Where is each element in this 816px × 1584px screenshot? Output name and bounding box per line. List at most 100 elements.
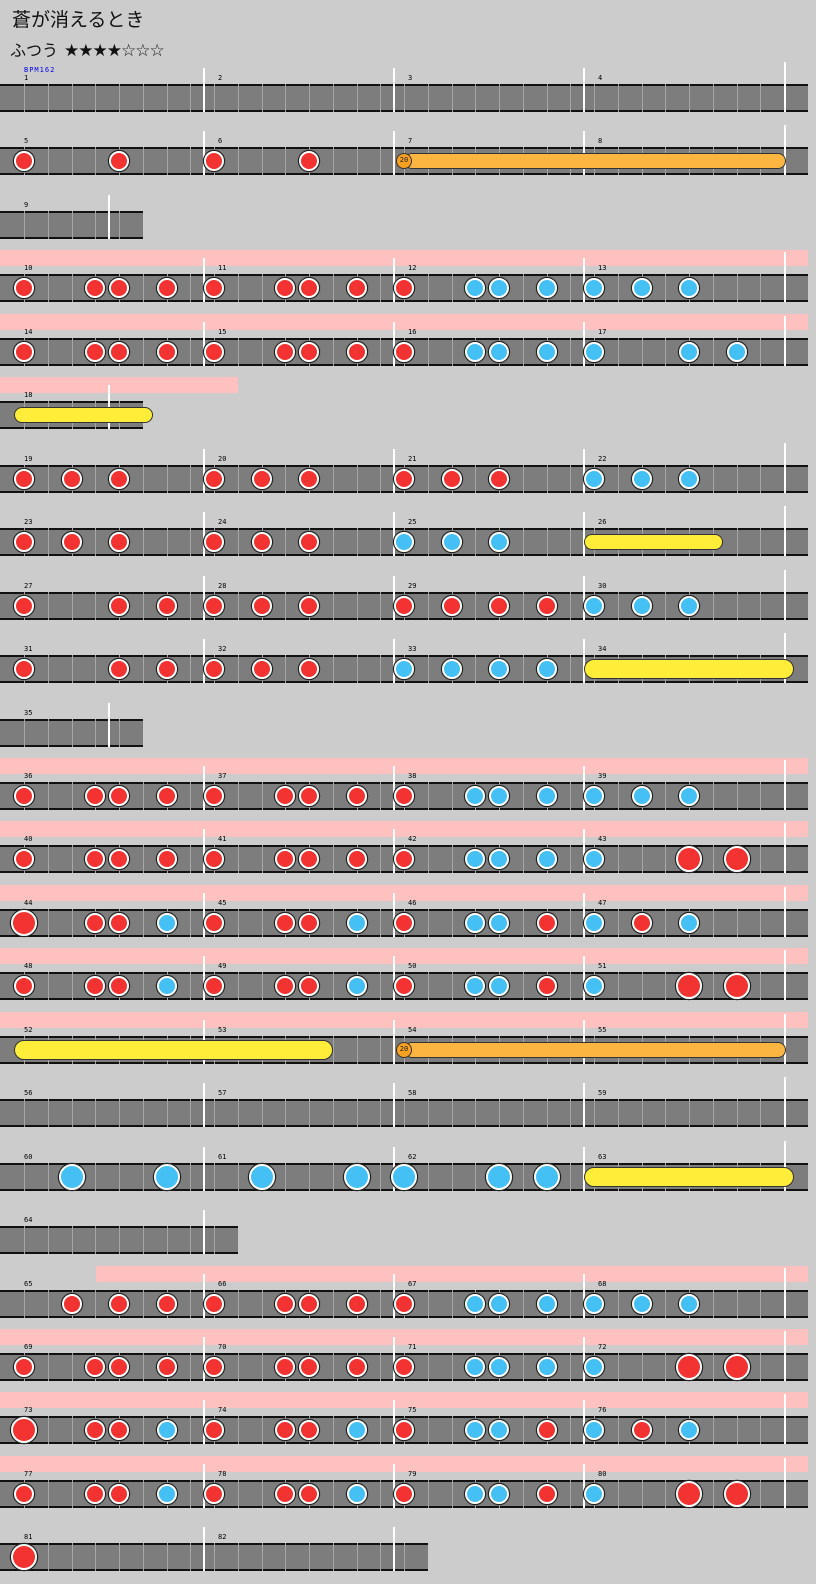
don-note [109,1483,129,1504]
notation-row: 19 20 21 22 [0,441,816,505]
balloon-head: 20 [396,1041,412,1058]
sub-beat-line [332,972,334,1001]
ka-note [584,1293,604,1314]
barline [203,1273,205,1318]
sub-beat-line [47,655,49,684]
don-note [85,976,106,997]
sub-beat-line [237,655,239,684]
sub-beat-line [237,1543,239,1572]
barline [393,765,395,810]
don-note [204,595,224,616]
sub-beat-line [617,464,619,493]
ka-note [584,976,604,997]
sub-beat-line [237,337,239,366]
sub-beat-line [119,1162,120,1191]
barline [583,956,585,1001]
sub-beat-line [641,1099,643,1128]
measure-number: 4 [598,74,603,82]
sub-beat-line [404,1099,405,1128]
big-don-note [676,973,702,1000]
measure-number: 27 [24,581,33,590]
drumroll [14,407,153,424]
sub-beat-line [95,464,97,493]
big-don-note [723,1480,750,1507]
sub-beat-line [95,147,97,176]
sub-beat-line [190,337,192,366]
sub-beat-line [427,464,429,493]
barline [203,765,205,810]
sub-beat-line [166,528,168,557]
ka-note [679,278,699,299]
don-note [489,595,509,616]
sub-beat-line [47,591,49,620]
measure-number: 15 [218,327,227,336]
don-note [109,659,129,680]
sub-beat-line [142,464,144,493]
don-note [109,1357,129,1377]
measure-number: 65 [24,1279,33,1288]
sub-beat-line [712,845,714,874]
don-note [14,785,34,806]
sub-beat-line [237,845,239,874]
sub-beat-line [451,908,453,937]
big-ka-note [343,1163,370,1190]
sub-beat-line [190,1289,192,1318]
barline [784,950,786,1001]
sub-beat-line [475,528,477,557]
ka-note [679,785,699,806]
gogo-band [0,377,238,394]
measure-number: 38 [408,771,417,780]
barline [393,321,395,366]
ka-note [536,849,557,870]
barline [583,639,585,684]
don-note [204,785,224,806]
sub-beat-line [285,1099,287,1128]
sub-beat-line [71,972,73,1001]
song-title: 蒼が消えるとき [12,9,145,31]
sub-beat-line [190,908,192,937]
sub-beat-line [47,1226,49,1255]
ka-note [394,532,414,553]
barline [393,131,395,176]
sub-beat-line [570,781,572,810]
don-note [14,278,34,299]
barline [583,448,585,493]
don-note [85,912,106,933]
measure-number: 8 [598,137,603,146]
barline [583,575,585,620]
barline [784,125,786,176]
barline [203,1146,205,1191]
ka-note [489,912,509,933]
don-note [251,532,272,553]
barline [784,62,786,112]
barline [203,68,205,112]
sub-beat-line [617,908,619,937]
sub-beat-line [689,84,690,112]
sub-beat-line [71,210,73,239]
measure-number: 19 [24,454,33,463]
ka-note [536,1293,557,1314]
ka-note [489,1293,509,1314]
sub-beat-line [665,1099,667,1128]
ka-note [679,912,699,933]
measure-number: 16 [408,327,417,336]
gogo-band [0,757,808,774]
sub-beat-line [190,655,192,684]
don-note [299,278,319,299]
barline [784,442,786,493]
sub-beat-line [95,655,97,684]
sub-beat-line [380,781,382,810]
measure-number: 54 [408,1025,417,1034]
barline [583,258,585,303]
barline [583,1273,585,1318]
barline [784,315,786,366]
notation-row: 31 32 33 34 [0,631,816,695]
sub-beat-line [95,718,97,747]
measure-number: 37 [218,771,227,780]
sub-beat-line [451,1416,453,1445]
ka-note [465,341,486,362]
sub-beat-line [712,464,714,493]
measure-number: 13 [598,264,607,273]
sub-beat-line [47,972,49,1001]
don-note [299,1357,319,1377]
